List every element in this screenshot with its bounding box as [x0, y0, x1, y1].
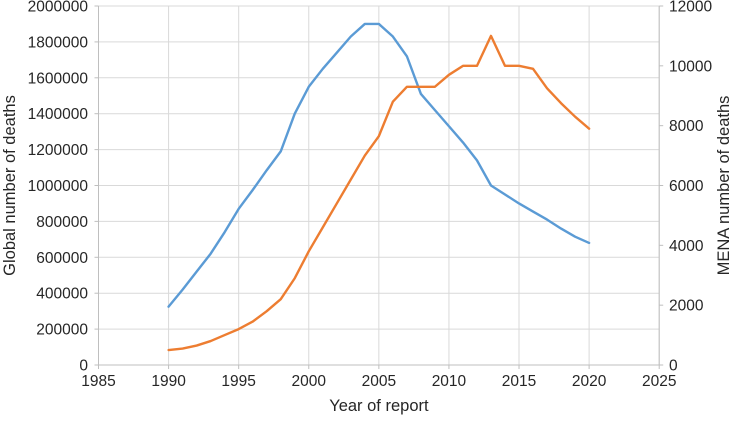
left-tick-label: 200000	[36, 322, 88, 339]
left-tick-label: 2000000	[28, 0, 89, 16]
left-tick-label: 1400000	[28, 106, 89, 123]
left-tick-label: 1600000	[28, 70, 89, 87]
left-tick-label: 800000	[36, 214, 88, 231]
x-tick-label: 1985	[81, 373, 115, 390]
left-tick-label: 600000	[36, 250, 88, 267]
left-tick-label: 1800000	[28, 34, 89, 51]
left-tick-label: 0	[79, 358, 88, 375]
right-tick-label: 6000	[669, 178, 704, 195]
right-tick-label: 8000	[669, 118, 704, 135]
x-tick-label: 1995	[221, 373, 255, 390]
x-tick-label: 2015	[502, 373, 536, 390]
left-tick-label: 400000	[36, 286, 88, 303]
right-tick-label: 10000	[669, 58, 712, 75]
x-tick-label: 2025	[642, 373, 676, 390]
left-tick-label: 1200000	[28, 142, 89, 159]
series-lines	[167, 22, 591, 352]
right-axis-title: MENA number of deaths	[715, 96, 733, 276]
right-tick-label: 4000	[669, 238, 704, 255]
x-tick-label: 2020	[572, 373, 607, 390]
x-tick-label: 2010	[432, 373, 467, 390]
gridlines	[98, 5, 660, 366]
x-tick-label: 1990	[151, 373, 186, 390]
right-tick-label: 12000	[669, 0, 712, 16]
axes	[94, 5, 664, 369]
tick-labels: 0 200000 400000 600000 800000 1000000 1200000 1…	[28, 0, 713, 390]
series-line-mena	[167, 34, 591, 352]
right-tick-label: 2000	[669, 298, 704, 315]
left-tick-label: 1000000	[28, 178, 89, 195]
series-line-global	[167, 22, 591, 308]
left-axis-title: Global number of deaths	[1, 95, 19, 276]
x-axis-title: Year of report	[329, 397, 429, 415]
right-tick-label: 0	[669, 358, 678, 375]
x-tick-label: 2000	[292, 373, 327, 390]
x-tick-label: 2005	[362, 373, 396, 390]
